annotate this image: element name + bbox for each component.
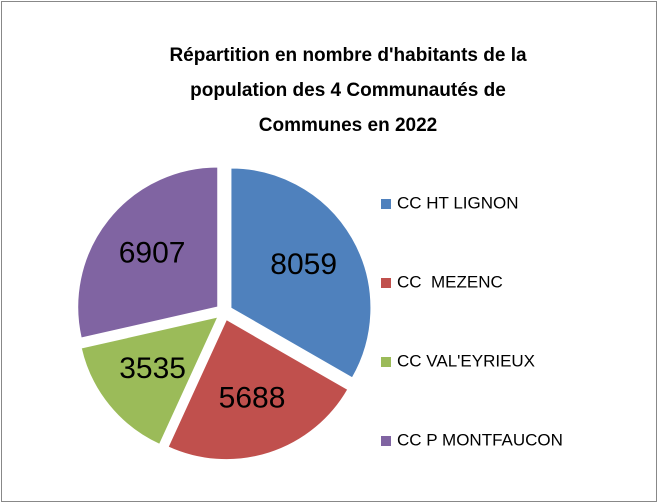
legend-swatch bbox=[381, 278, 391, 288]
data-label: 8059 bbox=[270, 248, 337, 281]
legend-label: CC VAL'EYRIEUX bbox=[397, 351, 535, 370]
data-label: 6907 bbox=[119, 237, 186, 270]
pie-slice bbox=[230, 167, 372, 379]
data-label: 3535 bbox=[119, 352, 186, 385]
legend-label: CC P MONTFAUCON bbox=[397, 430, 563, 449]
pie-slice bbox=[80, 316, 219, 446]
legend-swatch bbox=[381, 199, 391, 209]
pie-slice bbox=[167, 318, 349, 461]
legend-label: CC MEZENC bbox=[397, 272, 503, 291]
data-label: 5688 bbox=[219, 382, 286, 415]
legend-swatch bbox=[381, 436, 391, 446]
legend-label: CC HT LIGNON bbox=[397, 193, 519, 212]
pie-slice bbox=[77, 166, 219, 339]
chart-title: Répartition en nombre d'habitants de la … bbox=[169, 45, 532, 136]
legend-swatch bbox=[381, 357, 391, 367]
